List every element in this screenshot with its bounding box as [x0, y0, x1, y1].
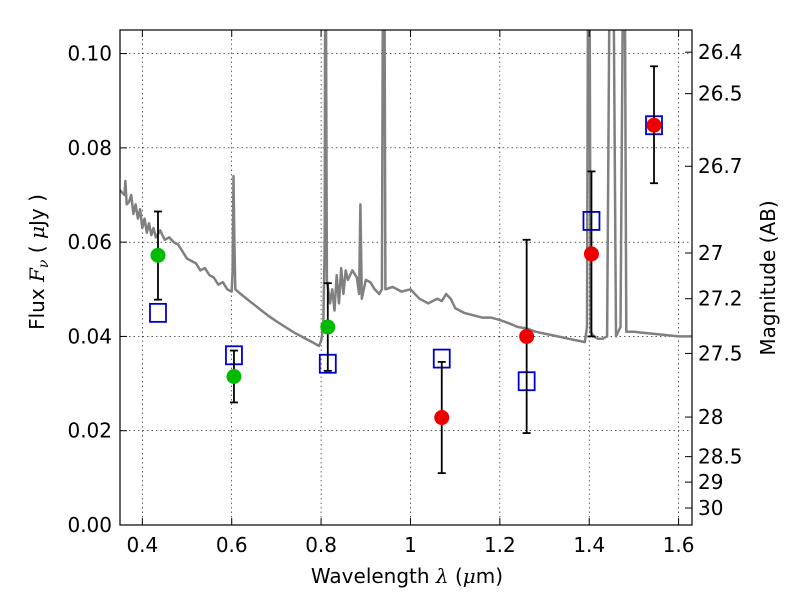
- x-tick-label: 1.2: [484, 533, 516, 557]
- observed-optical-point: [150, 247, 166, 263]
- y-tick-label: 0.00: [67, 513, 112, 537]
- magnitude-tick-label: 26.4: [698, 40, 743, 64]
- x-tick-label: 1: [404, 533, 417, 557]
- x-tick-label: 0.8: [305, 533, 337, 557]
- x-axis-title-text: Wavelength: [311, 564, 436, 588]
- observed-optical-point: [320, 319, 336, 335]
- mu-symbol-y: μ: [25, 226, 49, 239]
- observed-infrared-point: [646, 117, 662, 133]
- y-tick-label: 0.08: [67, 136, 112, 160]
- x-tick-label: 1.4: [573, 533, 605, 557]
- magnitude-tick-label: 28: [698, 405, 723, 429]
- magnitude-tick-label: 27.5: [698, 341, 743, 365]
- magnitude-tick-label: 26.5: [698, 82, 743, 106]
- x-axis-title: Wavelength λ (μm): [311, 564, 503, 588]
- lambda-symbol: λ: [435, 564, 449, 588]
- spectrum-line: [120, 30, 692, 348]
- nu-subscript: ν: [36, 259, 52, 268]
- ticks: 0.4 0.6 0.8 1 1.2 1.4 1.6 0.00 0.02 0.04 0.06 0.08 0…: [67, 30, 743, 557]
- observed-infrared-point: [434, 410, 450, 426]
- observed-optical-point: [226, 369, 242, 384]
- data-layer: [120, 30, 692, 475]
- y-axis-title: Flux Fν ( μJy ): [25, 194, 52, 330]
- mu-symbol: μ: [463, 564, 476, 588]
- x-tick-label: 0.4: [126, 533, 158, 557]
- magnitude-tick-label: 28.5: [698, 445, 743, 469]
- x-axis-unit-rest: m): [476, 564, 503, 588]
- model-flux-square: [149, 302, 167, 323]
- x-axis-unit-open: (: [449, 564, 463, 588]
- x-tick-label: 1.6: [663, 533, 695, 557]
- y-axis-unit-open: (: [25, 239, 49, 260]
- y-tick-label: 0.10: [67, 42, 112, 66]
- flux-symbol: F: [25, 267, 49, 283]
- y-tick-label: 0.04: [67, 324, 112, 348]
- observed-infrared-point: [519, 328, 535, 344]
- gridlines: [120, 30, 692, 526]
- magnitude-tick-label: 27: [698, 241, 723, 265]
- magnitude-tick-label: 27.2: [698, 287, 743, 311]
- magnitude-tick-label: 30: [698, 496, 723, 520]
- magnitude-axis-title: Magnitude (AB): [756, 200, 780, 355]
- y-tick-label: 0.02: [67, 419, 112, 443]
- magnitude-tick-label: 26.7: [698, 154, 743, 178]
- plot-frame: [119, 29, 693, 526]
- magnitude-tick-label: 29: [698, 470, 723, 494]
- y-axis-unit-rest: Jy ): [25, 194, 49, 228]
- observed-infrared-point: [583, 246, 599, 262]
- y-axis-title-text: Flux: [25, 282, 49, 330]
- x-tick-label: 0.6: [216, 533, 248, 557]
- y-tick-label: 0.06: [67, 230, 112, 254]
